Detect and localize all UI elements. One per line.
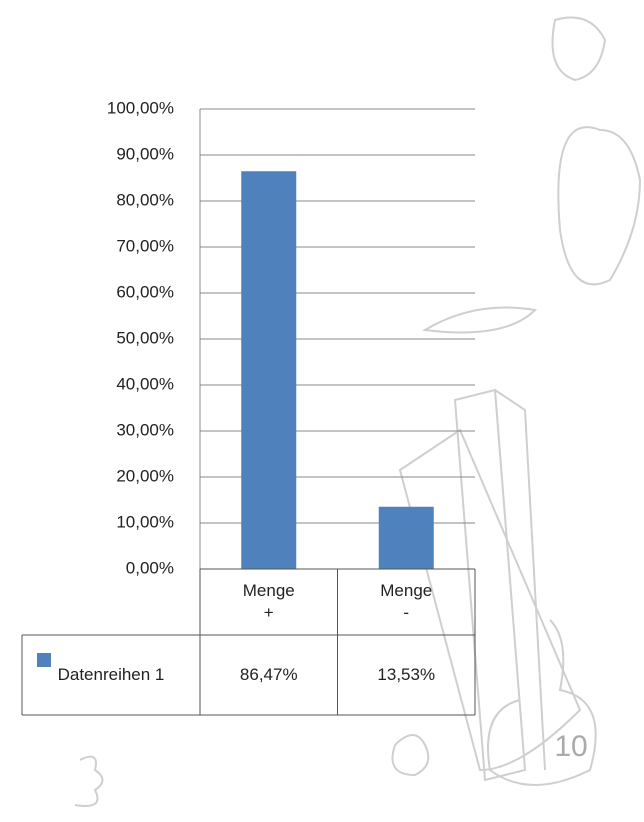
data-table-value-text: 86,47% (239, 665, 298, 684)
decoration (74, 16, 642, 807)
legend-label: Datenreihen 1 (22, 635, 200, 715)
y-tick-label: 50,00% (116, 328, 174, 347)
legend-label-text: Datenreihen 1 (57, 665, 165, 684)
x-tick-label-text: Menge + (242, 581, 295, 622)
y-tick-label: 10,00% (116, 512, 174, 531)
x-tick-label: Menge + (200, 569, 338, 635)
y-tick-label: 80,00% (116, 190, 174, 209)
data-table-value: 13,53% (338, 635, 476, 715)
y-tick-label: 90,00% (116, 144, 174, 163)
y-tick-label: 40,00% (116, 374, 174, 393)
data-table-value-text: 13,53% (377, 665, 436, 684)
bar (378, 506, 434, 569)
x-tick-label: Menge - (338, 569, 476, 635)
page-number: 10 (554, 730, 587, 763)
y-tick-label: 0,00% (126, 558, 174, 577)
y-tick-label: 100,00% (107, 98, 174, 117)
y-tick-label: 70,00% (116, 236, 174, 255)
y-tick-label: 30,00% (116, 420, 174, 439)
data-table-value: 86,47% (200, 635, 338, 715)
x-tick-label-text: Menge - (380, 581, 433, 622)
y-tick-label: 60,00% (116, 282, 174, 301)
y-tick-label: 20,00% (116, 466, 174, 485)
bar (241, 171, 297, 569)
legend-key (37, 653, 51, 667)
